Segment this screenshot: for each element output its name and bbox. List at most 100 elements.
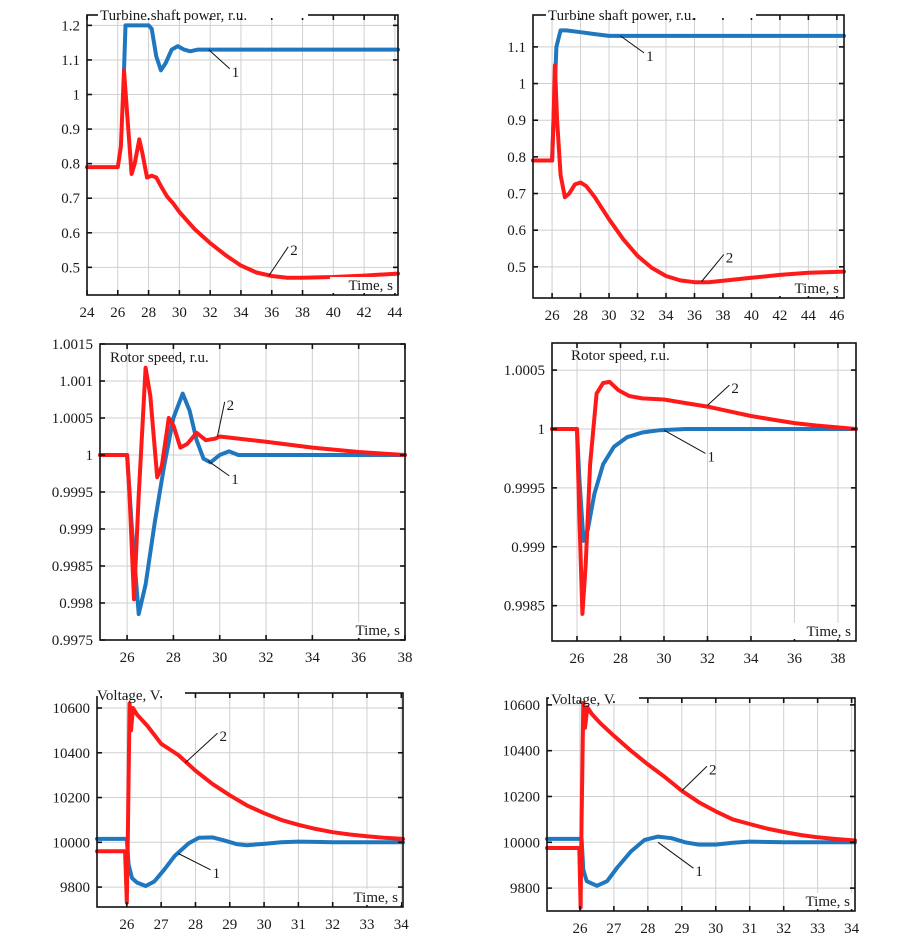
- y-tick-label: 0.9985: [504, 599, 545, 615]
- annotation-leader: [178, 853, 211, 871]
- x-tick-label: 32: [325, 917, 340, 933]
- annotation-leader: [657, 841, 694, 869]
- x-tick-label: 26: [545, 308, 561, 324]
- y-tick-label: 0.999: [59, 522, 93, 538]
- y-tick-label: 0.9975: [52, 633, 93, 649]
- curve-label: 2: [227, 398, 235, 414]
- y-tick-label: 0.998: [59, 596, 93, 612]
- title-gap: [98, 12, 308, 18]
- curve-label: 1: [707, 449, 715, 465]
- annotation-leader: [620, 35, 645, 54]
- x-tick-label: 31: [291, 917, 306, 933]
- title-gap: [546, 12, 756, 18]
- series-1-line: [545, 834, 857, 888]
- chart-title: Voltage, V: [97, 688, 161, 704]
- series-2-line: [98, 365, 407, 602]
- curve-label: 2: [219, 729, 227, 745]
- y-tick-label: 1.1: [61, 53, 80, 69]
- curve-label: 2: [726, 251, 734, 267]
- x-tick-label: 32: [203, 305, 218, 321]
- y-tick-label: 1: [519, 77, 527, 93]
- y-tick-label: 0.9995: [52, 485, 93, 501]
- curve-label: 1: [231, 472, 239, 488]
- y-tick-label: 0.8: [61, 157, 80, 173]
- y-tick-label: 0.6: [507, 223, 526, 239]
- y-tick-label: 10600: [53, 701, 91, 717]
- x-tick-label: 27: [154, 917, 170, 933]
- x-tick-label: 38: [715, 308, 730, 324]
- x-tick-label: 34: [305, 650, 321, 666]
- series-1-line: [122, 23, 400, 73]
- annotation-leader: [663, 429, 706, 454]
- x-tick-label: 40: [326, 305, 341, 321]
- series-2-line: [95, 701, 405, 905]
- chart-voltage-right: 26 27 28 29 30 31 32 33 34 9800 10000 10200 10400 106…: [503, 692, 860, 937]
- x-tick-label: 42: [357, 305, 372, 321]
- curve-label: 2: [290, 243, 298, 259]
- x-tick-label: 28: [613, 651, 628, 667]
- y-tick-label: 9800: [60, 880, 90, 896]
- x-tick-label: 36: [264, 305, 280, 321]
- x-axis-label: Time, s: [349, 278, 394, 294]
- annotation-leader: [208, 49, 231, 70]
- y-tick-label: 0.999: [511, 540, 545, 556]
- x-tick-label: 27: [606, 921, 622, 937]
- x-tick-label: 34: [394, 917, 410, 933]
- chart-title: Rotor speed, r.u.: [571, 348, 670, 364]
- x-tick-label: 44: [387, 305, 403, 321]
- series-2-line: [545, 700, 857, 910]
- x-tick-label: 34: [743, 651, 759, 667]
- x-tick-label: 40: [744, 308, 759, 324]
- annotation-leader: [268, 246, 289, 277]
- curve-label: 1: [695, 864, 703, 880]
- y-tick-label: 10400: [53, 746, 91, 762]
- x-axis-label: Time, s: [807, 624, 852, 640]
- xlabel-bg: [788, 623, 854, 639]
- chart-rotor-speed-right: 26 28 30 32 34 36 38 0.9985 0.999 0.9995 1 1.0005 Ro…: [504, 342, 858, 667]
- curve-label: 1: [213, 866, 221, 882]
- y-tick-label: 1.0005: [504, 363, 545, 379]
- y-tick-label: 0.5: [61, 260, 80, 276]
- plot-frame: [86, 14, 399, 296]
- xlabel-bg: [337, 622, 403, 638]
- series-2-line: [550, 379, 858, 616]
- y-tick-label: 10200: [503, 789, 541, 805]
- x-tick-label: 28: [188, 917, 203, 933]
- curve-label: 2: [731, 381, 739, 397]
- xlabel-bg: [776, 280, 842, 296]
- chart-voltage-left: 26 27 28 29 30 31 32 33 34 9800 10000 10200 10400 106…: [53, 688, 410, 933]
- x-tick-label: 32: [630, 308, 645, 324]
- x-tick-label: 29: [674, 921, 689, 937]
- x-tick-label: 30: [172, 305, 187, 321]
- x-tick-label: 30: [257, 917, 272, 933]
- y-tick-label: 10200: [53, 791, 91, 807]
- annotation-leader: [707, 384, 730, 406]
- curve-label: 1: [232, 65, 240, 81]
- annotation-leader: [184, 732, 218, 764]
- plot-frame: [96, 692, 404, 908]
- chart-title: Turbine shaft power, r.u.: [548, 8, 695, 24]
- x-axis-label: Time, s: [356, 623, 401, 639]
- y-tick-label: 1: [538, 422, 546, 438]
- x-tick-label: 38: [830, 651, 845, 667]
- x-tick-label: 36: [687, 308, 703, 324]
- x-tick-label: 30: [212, 650, 227, 666]
- chart-turbine-power-right: 26 28 30 32 34 36 38 40 42 44 46 0.5 0.6 0.7 0.8 0.9 1 1.…: [507, 8, 846, 324]
- x-tick-label: 36: [351, 650, 367, 666]
- x-axis-label: Time, s: [795, 281, 840, 297]
- y-tick-label: 0.8: [507, 150, 526, 166]
- x-tick-label: 34: [844, 921, 860, 937]
- plot-frame: [551, 342, 857, 642]
- y-tick-label: 1: [73, 88, 81, 104]
- chart-title: Voltage, V: [551, 692, 615, 708]
- y-tick-label: 0.9985: [52, 559, 93, 575]
- x-axis-label: Time, s: [806, 894, 851, 910]
- series-1-line: [98, 391, 407, 617]
- series-1-line: [550, 427, 858, 543]
- y-tick-label: 1.0015: [52, 337, 93, 353]
- series-2-line: [85, 68, 400, 280]
- y-tick-label: 0.6: [61, 226, 80, 242]
- y-tick-label: 1.0005: [52, 411, 93, 427]
- annotation-leader: [701, 254, 725, 282]
